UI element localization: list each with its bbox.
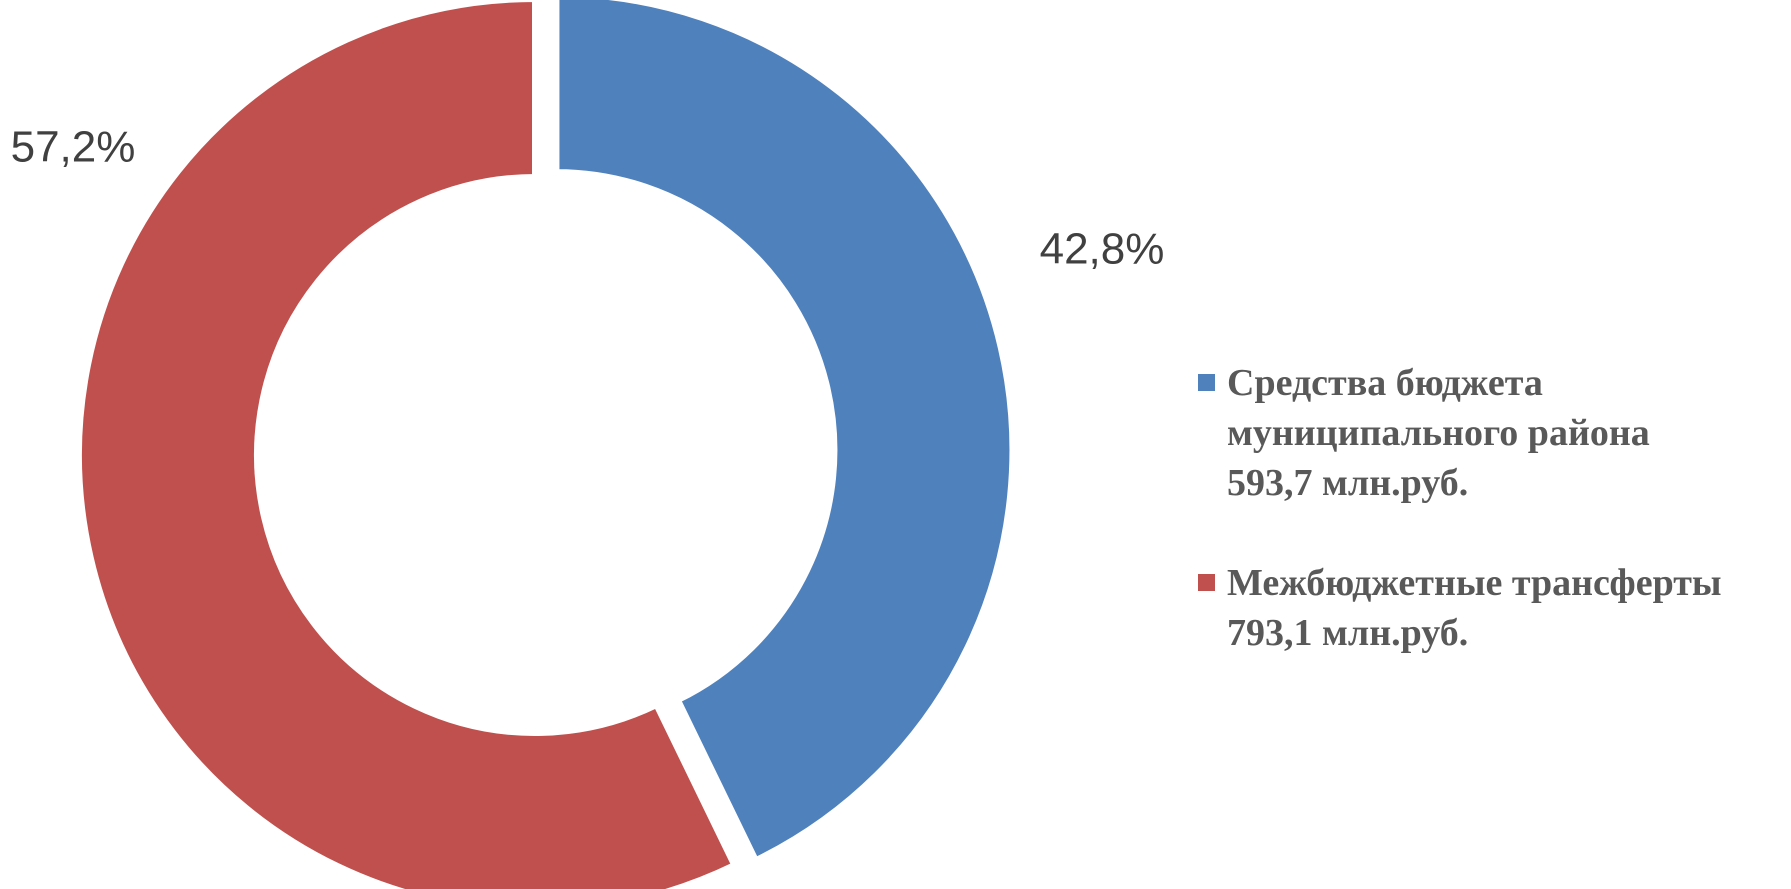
label-budget-funds-percent: 42,8% xyxy=(1040,225,1165,274)
legend-swatch-transfers xyxy=(1198,574,1215,591)
legend: Средства бюджета муниципального района 5… xyxy=(1198,358,1788,708)
legend-line: Средства бюджета xyxy=(1227,362,1543,404)
legend-swatch-budget xyxy=(1198,374,1215,391)
legend-item-transfers: Межбюджетные трансферты 793,1 млн.руб. xyxy=(1198,558,1788,658)
slices-group xyxy=(76,0,1016,889)
legend-line: 793,1 млн.руб. xyxy=(1227,612,1469,654)
label-interbudget-transfers-percent: 57,2% xyxy=(11,123,136,172)
legend-item-budget: Средства бюджета муниципального района 5… xyxy=(1198,358,1788,508)
legend-text-transfers: Межбюджетные трансферты 793,1 млн.руб. xyxy=(1227,558,1722,658)
legend-line: Межбюджетные трансферты xyxy=(1227,562,1722,604)
legend-line: 593,7 млн.руб. xyxy=(1227,462,1469,504)
slice-budget-funds xyxy=(553,0,1016,865)
legend-line: муниципального района xyxy=(1227,412,1650,454)
legend-text-budget: Средства бюджета муниципального района 5… xyxy=(1227,358,1650,508)
slice-interbudget-transfers xyxy=(76,0,739,889)
labels-group: 42,8% 57,2% xyxy=(11,123,1165,274)
